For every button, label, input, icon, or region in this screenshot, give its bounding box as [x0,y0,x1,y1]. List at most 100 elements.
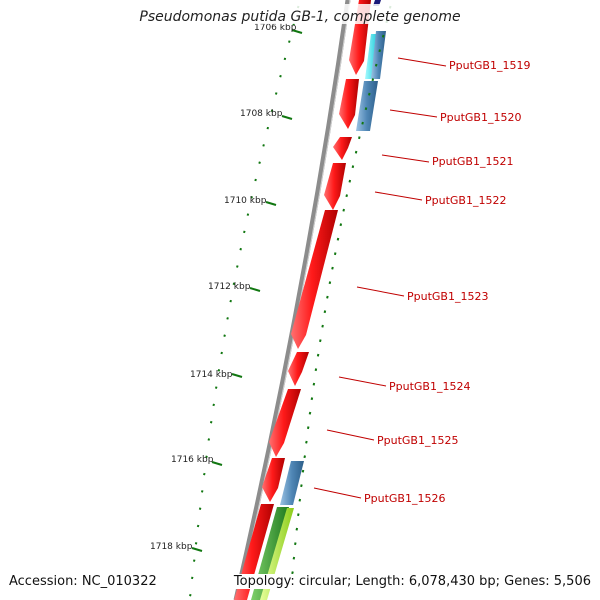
gc-dot [354,150,358,154]
gc-dot [301,469,305,473]
gene-label[interactable]: PputGB1_1524 [389,380,470,393]
gene-label[interactable]: PputGB1_1526 [364,492,445,505]
leader-line [356,286,405,297]
leader-line [338,376,387,387]
gc-dot [371,78,375,82]
gc-dot [351,165,355,169]
gene-label[interactable]: PputGB1_1523 [407,290,488,303]
leader-line [374,191,423,201]
scale-dot [220,351,223,355]
gc-dot [298,498,302,502]
cds-feature[interactable] [333,137,352,160]
gene-label[interactable]: PputGB1_1519 [449,59,530,72]
genome-backbone [233,0,351,600]
gene-label[interactable]: PputGB1_1521 [432,155,513,168]
accession-label: Accession: NC_010322 [6,574,160,589]
scale-dot [279,74,282,78]
gc-dot [314,368,318,372]
scale-dot [229,299,232,303]
gc-dot [381,34,385,38]
scale-dot [190,576,194,580]
gc-dot [308,411,312,415]
scale-dot [250,196,253,199]
blue-feature[interactable] [356,81,378,131]
scale-tick-label: 1708 kbp [240,109,283,119]
gc-dot [291,571,294,575]
gc-dot [331,266,334,270]
scale-tick [265,201,277,206]
gene-labels: PputGB1_1519 PputGB1_1520 PputGB1_1521 P… [313,57,530,505]
gc-dot [316,353,320,357]
cds-feature[interactable] [262,458,285,502]
leader-line [313,487,362,499]
scale-dot [246,213,250,216]
gc-dot [339,223,343,227]
scale-dot [205,455,208,459]
gc-dot [345,194,348,198]
gc-dot [361,121,364,125]
cds-feature[interactable] [269,389,301,457]
gc-dot [306,426,310,430]
cds-feature[interactable] [324,163,346,210]
gc-dot [342,208,345,212]
scale-dot [196,524,200,528]
scale-dot [226,317,229,320]
scale-dot [198,507,202,510]
scale-dot [288,40,291,43]
gc-dot [348,179,352,183]
gc-dot [358,136,361,140]
scale-dot [217,369,221,372]
scale-tick [249,287,261,292]
gene-label[interactable]: PputGB1_1522 [425,194,506,207]
gc-dot [328,281,332,285]
gene-label[interactable]: PputGB1_1520 [440,111,521,124]
leader-line [326,429,375,441]
scale-tick-label: 1712 kbp [208,282,251,292]
scale-dot [207,438,211,441]
scale-tick [231,373,243,378]
scale-dot [214,386,218,389]
blue-feature[interactable] [280,461,304,505]
cds-feature[interactable] [288,352,309,386]
cds-feature[interactable] [339,79,359,129]
scale-tick-label: 1718 kbp [150,542,193,552]
scale-dot [243,230,246,234]
gc-dot [323,310,327,314]
title-backdrop [120,4,480,24]
scale-dot [254,178,257,182]
scale-dot [200,490,204,493]
scale-tick-label: 1714 kbp [190,370,233,380]
scale-tick-label: 1706 kbp [254,23,297,33]
scale-dot [258,161,261,164]
cds-feature[interactable] [291,210,338,349]
gc-dot [294,542,297,546]
gene-label[interactable]: PputGB1_1525 [377,434,458,447]
leader-line [397,57,447,67]
scale-dot [203,472,206,476]
gc-dot [305,440,308,444]
scale-dot [262,144,265,147]
gc-dot [295,527,299,531]
gc-dot [336,237,340,241]
genome-summary: Topology: circular; Length: 6,078,430 bp… [230,574,594,589]
scale-dot [266,126,270,130]
gc-dot [310,397,314,401]
gc-dot [300,484,303,488]
scale-dot [274,92,278,95]
scale-dot [223,334,226,337]
gc-dot [378,49,381,53]
blue-feature[interactable] [371,31,386,79]
gc-dot [364,107,368,111]
scale-tick [211,461,223,466]
scale-dot [212,403,215,407]
scale-tick-label: 1716 kbp [171,455,214,465]
scale-dot [270,109,274,113]
scale-tick-label: 1710 kbp [224,196,267,206]
gc-dot [326,295,329,299]
gc-dot [319,339,322,343]
scale-tick [291,29,303,34]
scale-tick [191,547,203,552]
scale-dot [236,265,239,268]
gc-dot [374,63,378,67]
